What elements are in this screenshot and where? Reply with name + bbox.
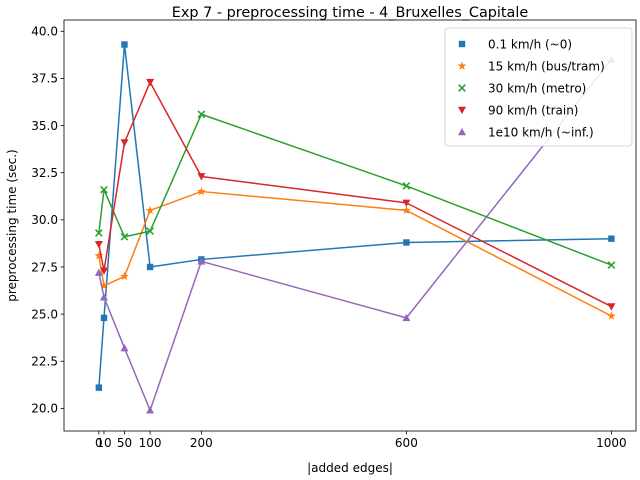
data-point [100, 314, 108, 322]
y-tick-label: 32.5 [31, 166, 58, 180]
legend-box [444, 27, 633, 147]
series-3 [94, 110, 616, 269]
data-point [197, 173, 206, 181]
x-axis-label: |added edges| [307, 461, 393, 475]
data-point [607, 303, 616, 311]
data-point [146, 263, 154, 271]
legend: 0.1 km/h (~0) 15 km/h (bus/tram) 30 km/h (… [444, 27, 633, 147]
series-layer [94, 41, 616, 414]
data-point [402, 199, 411, 207]
data-point [607, 311, 616, 320]
legend-item: 90 km/h (train) [458, 103, 578, 117]
y-tick-label: 22.5 [31, 355, 58, 369]
data-point [95, 384, 103, 391]
y-tick-label: 27.5 [31, 260, 58, 274]
data-point [402, 182, 411, 190]
x-tick-label: 1000 [596, 436, 627, 450]
data-point [146, 227, 154, 236]
data-point [121, 41, 128, 48]
legend-item: 30 km/h (metro) [458, 81, 586, 95]
data-point [146, 78, 155, 87]
y-tick-label: 30.0 [31, 213, 58, 227]
legend-marker [457, 61, 467, 70]
data-point [146, 406, 155, 414]
data-point [403, 239, 410, 246]
data-point [99, 267, 108, 275]
data-point [196, 186, 206, 196]
series-2 [94, 186, 616, 320]
series-5 [94, 55, 616, 414]
data-point [402, 205, 411, 215]
legend-marker [458, 40, 466, 48]
data-point [145, 205, 155, 215]
y-tick-label: 35.0 [31, 119, 58, 133]
data-point [99, 293, 108, 301]
data-point [120, 232, 129, 241]
legend-item: 0.1 km/h (~0) [458, 37, 572, 51]
data-point [120, 344, 129, 352]
y-tick-label: 40.0 [31, 25, 58, 39]
x-tick-label: 200 [190, 436, 213, 450]
chart-title: Exp 7 - preprocessing time - 4_Bruxelles… [172, 5, 529, 21]
data-point [99, 281, 109, 290]
axes-frame [63, 19, 637, 432]
y-axis: 20.0 22.5 25.0 27.5 30.0 32.5 35.0 37.5 40.0 [31, 25, 64, 416]
x-tick-label: 600 [395, 436, 418, 450]
data-point [608, 235, 615, 242]
y-tick-label: 20.0 [31, 402, 58, 416]
data-point [94, 251, 104, 260]
x-tick-label: 10 [96, 436, 111, 450]
data-point [94, 229, 103, 237]
data-point [197, 257, 206, 265]
data-point [100, 185, 108, 194]
legend-item: 1e10 km/h (~inf.) [458, 125, 594, 139]
legend-label: 1e10 km/h (~inf.) [488, 125, 594, 139]
legend-item: 15 km/h (bus/tram) [457, 59, 605, 73]
data-point [197, 110, 206, 119]
legend-label: 15 km/h (bus/tram) [488, 59, 605, 73]
legend-marker [458, 84, 466, 92]
legend-label: 0.1 km/h (~0) [488, 37, 572, 51]
series-4 [94, 78, 616, 311]
data-point [94, 241, 103, 249]
legend-label: 90 km/h (train) [488, 103, 578, 117]
data-point [94, 268, 103, 276]
legend-marker [458, 106, 466, 114]
y-tick-label: 25.0 [31, 307, 58, 321]
y-axis-label: preprocessing time (sec.) [5, 149, 19, 302]
data-point [402, 313, 411, 322]
y-tick-label: 37.5 [31, 72, 58, 86]
data-point [120, 139, 129, 147]
x-axis: 010 50 100 200 600 1000 [95, 431, 627, 450]
x-tick-label: 100 [139, 436, 162, 450]
x-tick-label: 0 [95, 436, 103, 450]
data-point [120, 271, 129, 281]
x-tick-label: 50 [117, 436, 132, 450]
legend-marker [458, 128, 466, 136]
data-point [607, 261, 616, 269]
legend-label: 30 km/h (metro) [488, 81, 586, 95]
